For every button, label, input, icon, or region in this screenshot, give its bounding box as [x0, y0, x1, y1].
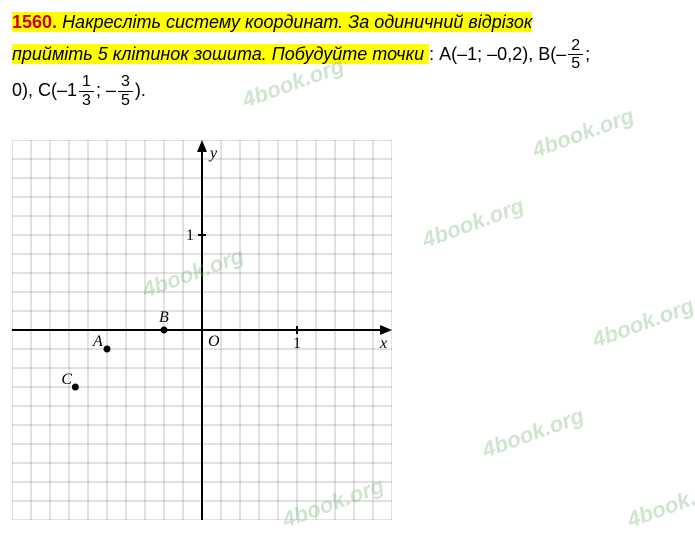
problem-text: 1560. Накресліть систему координат. За о… — [0, 0, 695, 117]
svg-text:y: y — [208, 145, 218, 162]
watermark-text: 4book.org — [479, 403, 588, 464]
svg-text:1: 1 — [186, 227, 194, 244]
text-line1: Накресліть систему координат. За одиничн… — [62, 12, 532, 32]
problem-number: 1560. — [12, 12, 57, 32]
svg-text:A: A — [92, 333, 103, 350]
watermark-text: 4book.org — [624, 473, 695, 533]
frac3-num: 3 — [118, 73, 133, 92]
text-line3-part2: ; – — [96, 80, 116, 100]
text-line3-part1: 0), С(–1 — [12, 80, 77, 100]
watermark-text: 4book.org — [589, 293, 695, 354]
fraction-3: 35 — [118, 73, 133, 109]
fraction-1: 25 — [568, 37, 583, 73]
svg-text:O: O — [208, 333, 220, 350]
highlight-line1: 1560. Накресліть систему координат. За о… — [12, 12, 532, 32]
svg-text:1: 1 — [293, 335, 301, 352]
text-line2-part3: ; — [585, 44, 590, 64]
svg-text:B: B — [159, 309, 169, 326]
highlight-line2a: прийміть 5 клітинок зошита. Побудуйте то… — [12, 44, 429, 64]
svg-text:x: x — [379, 335, 387, 352]
fraction-2: 13 — [79, 73, 94, 109]
frac3-den: 5 — [118, 92, 133, 110]
text-line2-part2: : А(–1; –0,2), В(– — [429, 44, 566, 64]
text-line2-part1: прийміть 5 клітинок зошита. Побудуйте то… — [12, 44, 424, 64]
frac1-den: 5 — [568, 55, 583, 73]
coordinate-graph: x y O 1 1 A B C — [12, 140, 392, 520]
text-line3-part3: ). — [135, 80, 146, 100]
frac1-num: 2 — [568, 37, 583, 56]
frac2-num: 1 — [79, 73, 94, 92]
watermark-text: 4book.org — [419, 193, 528, 254]
graph-svg: x y O 1 1 A B C — [12, 140, 392, 520]
svg-text:C: C — [61, 371, 72, 388]
frac2-den: 3 — [79, 92, 94, 110]
